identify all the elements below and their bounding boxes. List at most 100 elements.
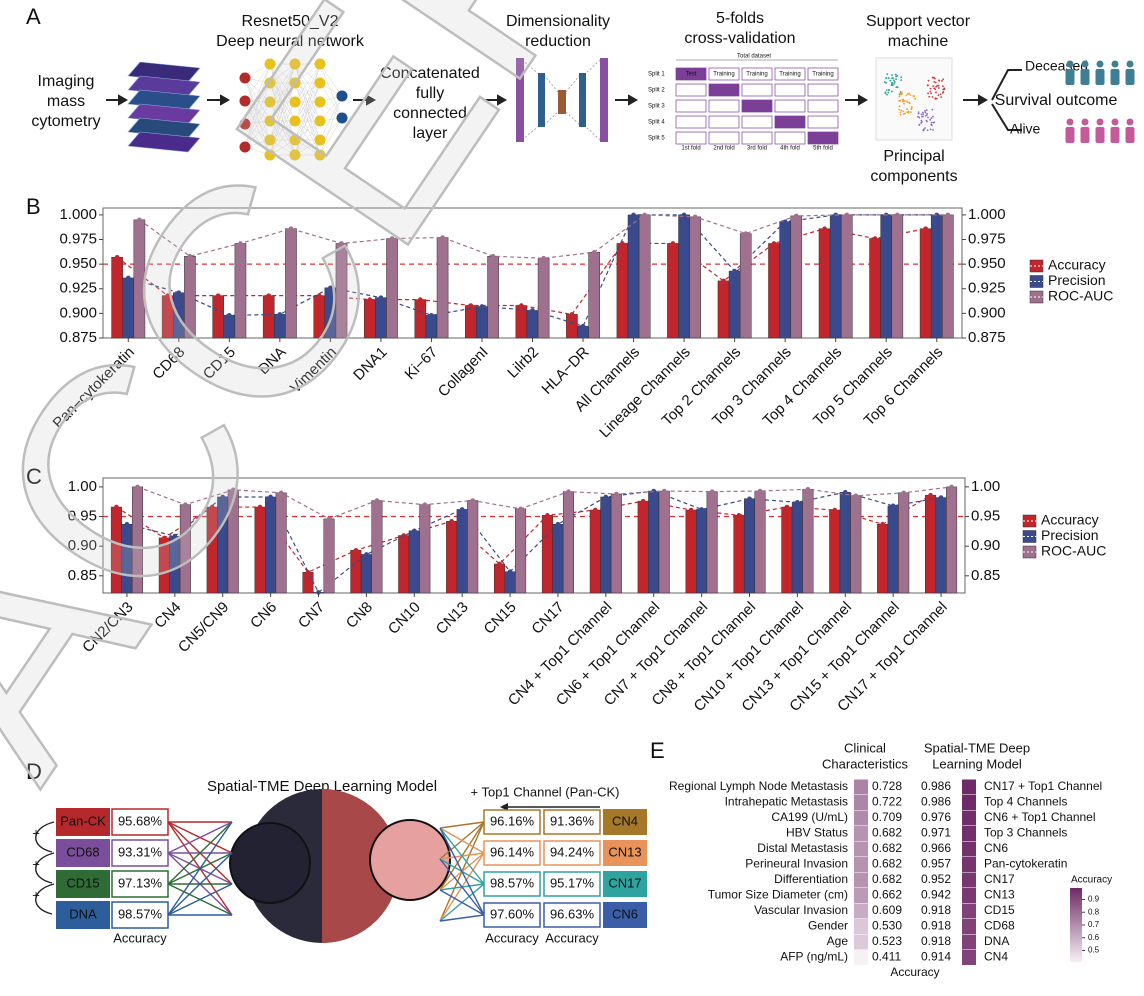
pca-dot	[930, 124, 933, 127]
pca-dot	[902, 100, 905, 102]
channel-box	[56, 901, 110, 929]
pca-box	[875, 57, 953, 141]
series-dot	[230, 487, 236, 493]
cell-value: 0.918	[921, 903, 951, 917]
bar	[829, 214, 842, 339]
cell-value: 0.682	[872, 872, 902, 886]
pca-dot	[937, 94, 940, 97]
colorbar	[1070, 888, 1082, 962]
accuracy: 91.36%	[550, 813, 595, 828]
series-dot	[872, 236, 878, 241]
colorbar-tick-label: 0.6	[1088, 933, 1100, 942]
outcome-label: Alive	[1010, 121, 1041, 137]
cell-value: 0.942	[921, 888, 951, 902]
series-dot	[555, 521, 561, 527]
cv-fold: 1st fold	[681, 146, 700, 152]
nn-node	[264, 96, 276, 108]
nn-node	[314, 77, 326, 89]
outcome-label: Deceased	[1025, 58, 1088, 74]
cv-split: Split 2	[648, 88, 665, 94]
bar	[850, 495, 862, 594]
pca-dot	[942, 85, 944, 88]
series-dot	[374, 498, 380, 503]
bar	[877, 523, 889, 594]
pca-dot	[925, 119, 928, 122]
colorbar-tick-label: 0.9	[1088, 895, 1100, 904]
pca-dot	[893, 80, 896, 83]
bar	[566, 314, 578, 339]
nn-node	[264, 115, 276, 127]
heat-cell	[962, 810, 976, 826]
bar	[487, 256, 499, 339]
colorbar-tick-label: 0.8	[1088, 907, 1100, 916]
step-label: Concatenated	[380, 65, 480, 82]
pca-dot	[927, 92, 929, 95]
accuracy: 96.63%	[550, 906, 595, 921]
pca-dot	[894, 73, 897, 76]
pca-dot	[895, 78, 897, 81]
series-dot	[378, 295, 384, 300]
y2-tick-label: 1.00	[971, 478, 1000, 495]
accuracy-box	[543, 902, 601, 928]
nn-node	[289, 96, 301, 108]
step-label: cytometry	[31, 113, 100, 130]
series-dot	[890, 503, 896, 509]
bar	[600, 496, 612, 594]
pca-dot	[885, 77, 888, 79]
pca-dot	[901, 98, 904, 101]
series-dot	[757, 488, 763, 494]
bar	[494, 563, 506, 594]
column-header: Learning Model	[932, 756, 1022, 771]
nn-link	[319, 117, 343, 156]
nn-node	[289, 77, 301, 89]
cv-cell	[774, 67, 806, 81]
add-arrow	[35, 852, 55, 884]
series-dot	[305, 569, 311, 575]
cv-cell	[741, 83, 773, 97]
nn-link	[244, 77, 271, 103]
nn-node	[289, 149, 301, 161]
nn-node	[336, 90, 348, 102]
bar	[935, 497, 947, 594]
layer	[538, 73, 545, 127]
net-link	[167, 821, 233, 885]
cv-cell	[675, 99, 707, 113]
accuracy: 96.16%	[490, 813, 535, 828]
series-dot	[642, 212, 647, 218]
bar	[781, 506, 793, 594]
bar	[754, 490, 766, 594]
bar	[465, 305, 477, 339]
nn-node	[289, 115, 301, 127]
series-dot	[278, 490, 284, 496]
pca-dot	[898, 105, 901, 108]
person-head	[1111, 118, 1119, 126]
pca-dot	[929, 118, 932, 121]
pca-dot	[885, 89, 888, 91]
pca-dot	[893, 82, 895, 85]
arrow-head	[220, 94, 231, 106]
person-body	[1110, 127, 1120, 143]
nn-node	[314, 149, 326, 161]
bar	[728, 270, 741, 339]
pca-dot	[935, 91, 937, 94]
cell-value: 0.966	[921, 841, 951, 855]
series-dot	[114, 504, 119, 510]
legend-label: Precision	[1041, 527, 1099, 543]
series-dot	[771, 241, 777, 246]
pca-dot	[914, 97, 917, 100]
series-dot	[497, 561, 502, 567]
row-label: HBV Status	[786, 826, 848, 840]
series-dot	[507, 569, 513, 574]
net-link	[439, 858, 485, 916]
pca-dot	[905, 94, 908, 97]
nn-link	[294, 63, 321, 103]
cv-cell	[708, 83, 740, 97]
pca-dot	[891, 77, 894, 80]
row-label: CN17	[984, 872, 1015, 886]
bar	[408, 530, 420, 594]
legend-label: ROC-AUC	[1048, 288, 1113, 304]
bar	[667, 243, 679, 339]
autoencoder-links	[521, 59, 601, 141]
step-label: cross-validation	[684, 30, 795, 47]
column-header: Spatial-TME Deep	[924, 740, 1030, 755]
